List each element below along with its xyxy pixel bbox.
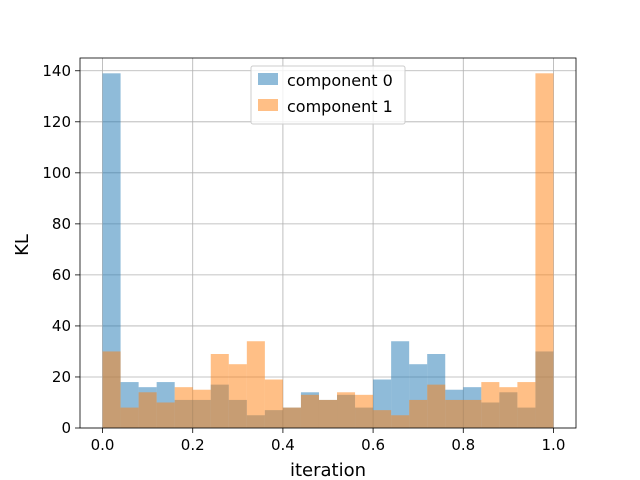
bar-component-1 xyxy=(391,415,410,428)
y-tick-label: 60 xyxy=(52,266,71,284)
y-tick-label: 40 xyxy=(52,317,71,335)
bar-component-1 xyxy=(318,399,338,428)
x-tick-label: 0.2 xyxy=(181,436,205,454)
legend-swatch-component-1 xyxy=(258,99,278,111)
bar-component-1 xyxy=(373,410,392,428)
y-tick-label: 80 xyxy=(52,215,71,233)
bar-component-1 xyxy=(120,407,139,428)
bar-component-1 xyxy=(228,364,247,428)
bar-component-1 xyxy=(481,382,500,428)
bar-component-1 xyxy=(138,392,157,428)
y-tick-label: 0 xyxy=(61,419,71,437)
legend-label-component-1: component 1 xyxy=(287,97,393,116)
y-tick-label: 100 xyxy=(42,164,71,182)
axes-frame xyxy=(79,57,577,429)
bar-component-1 xyxy=(264,379,283,428)
bar-component-0 xyxy=(391,341,410,428)
y-axis-label: KL xyxy=(12,234,33,256)
x-tick-label: 0.6 xyxy=(361,436,385,454)
bar-component-1 xyxy=(102,351,121,428)
bar-component-1 xyxy=(409,399,428,428)
bars xyxy=(102,73,554,428)
bar-component-1 xyxy=(300,394,319,428)
bar-component-1 xyxy=(192,389,211,428)
bar-component-1 xyxy=(499,387,518,428)
x-tick-label: 0.0 xyxy=(91,436,115,454)
bar-component-1 xyxy=(174,387,193,428)
bar-component-1 xyxy=(355,394,374,428)
x-tick-label: 0.8 xyxy=(451,436,475,454)
bar-component-1 xyxy=(445,399,464,428)
y-tick-label: 140 xyxy=(42,62,71,80)
x-tick-label: 1.0 xyxy=(542,436,566,454)
bar-component-1 xyxy=(246,341,265,428)
y-tick-label: 20 xyxy=(52,368,71,386)
bar-component-1 xyxy=(427,384,446,428)
bar-component-1 xyxy=(463,399,482,428)
legend-box xyxy=(250,65,406,125)
bar-component-1 xyxy=(156,402,175,428)
legend-swatch-component-0 xyxy=(258,73,278,85)
bar-component-1 xyxy=(535,73,554,428)
legend-label-component-0: component 0 xyxy=(287,71,393,90)
legend: component 0 component 1 xyxy=(250,65,406,125)
bar-component-1 xyxy=(337,392,356,428)
bar-component-1 xyxy=(517,382,536,428)
bar-component-0 xyxy=(102,73,121,428)
bar-component-1 xyxy=(210,354,229,428)
x-axis-label: iteration xyxy=(290,460,366,480)
ticks: 0.0 0.2 0.4 0.6 0.8 1.0 0 20 40 60 80 100 120 140 xyxy=(42,62,565,454)
bar-component-1 xyxy=(282,407,301,428)
y-tick-label: 120 xyxy=(42,113,71,131)
x-tick-label: 0.4 xyxy=(271,436,295,454)
